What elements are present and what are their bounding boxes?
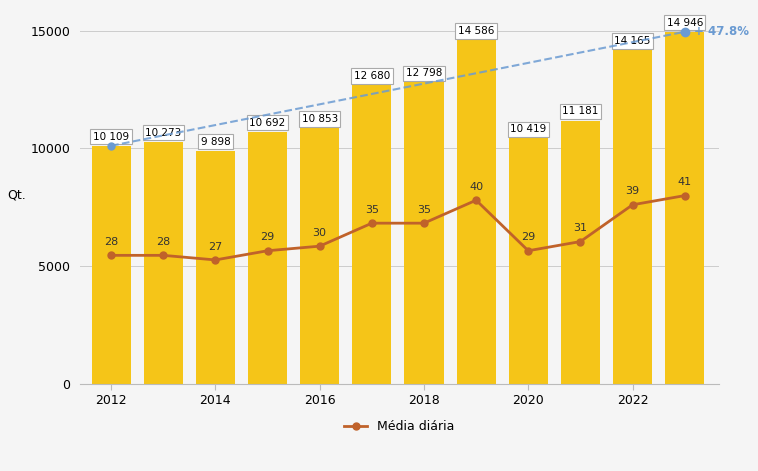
Text: 30: 30 (313, 228, 327, 238)
Text: 10 419: 10 419 (510, 124, 547, 134)
Text: 10 692: 10 692 (249, 118, 286, 128)
Bar (352, 85, 391, 384)
Bar (92, 146, 130, 384)
Bar (144, 142, 183, 384)
Text: 27: 27 (208, 242, 223, 252)
Text: 29: 29 (261, 232, 274, 243)
Bar (456, 40, 496, 384)
Text: + 47.8%: + 47.8% (694, 25, 749, 38)
Text: 28: 28 (156, 237, 171, 247)
Bar (509, 138, 548, 384)
Bar (561, 121, 600, 384)
Text: 11 181: 11 181 (562, 106, 599, 116)
Text: 12 680: 12 680 (354, 71, 390, 81)
Text: 10 853: 10 853 (302, 114, 338, 124)
Text: 10 109: 10 109 (93, 131, 129, 142)
Text: 14 586: 14 586 (458, 26, 494, 36)
Text: 14 165: 14 165 (615, 36, 650, 46)
Text: 14 946: 14 946 (666, 17, 703, 28)
Text: 41: 41 (678, 177, 692, 187)
Bar (665, 32, 704, 384)
Bar (300, 128, 340, 384)
Text: 39: 39 (625, 187, 640, 196)
Text: 10 273: 10 273 (145, 128, 181, 138)
Bar (405, 82, 443, 384)
Text: 35: 35 (365, 205, 379, 215)
Bar (613, 50, 652, 384)
Text: 12 798: 12 798 (406, 68, 442, 78)
Y-axis label: Qt.: Qt. (7, 189, 26, 202)
Text: 40: 40 (469, 182, 483, 192)
Text: 9 898: 9 898 (201, 137, 230, 146)
Text: 31: 31 (573, 223, 587, 233)
Bar (248, 132, 287, 384)
Legend: Média diária: Média diária (340, 415, 459, 438)
Bar (196, 151, 235, 384)
Text: 29: 29 (522, 232, 535, 243)
Text: 35: 35 (417, 205, 431, 215)
Text: 28: 28 (104, 237, 118, 247)
